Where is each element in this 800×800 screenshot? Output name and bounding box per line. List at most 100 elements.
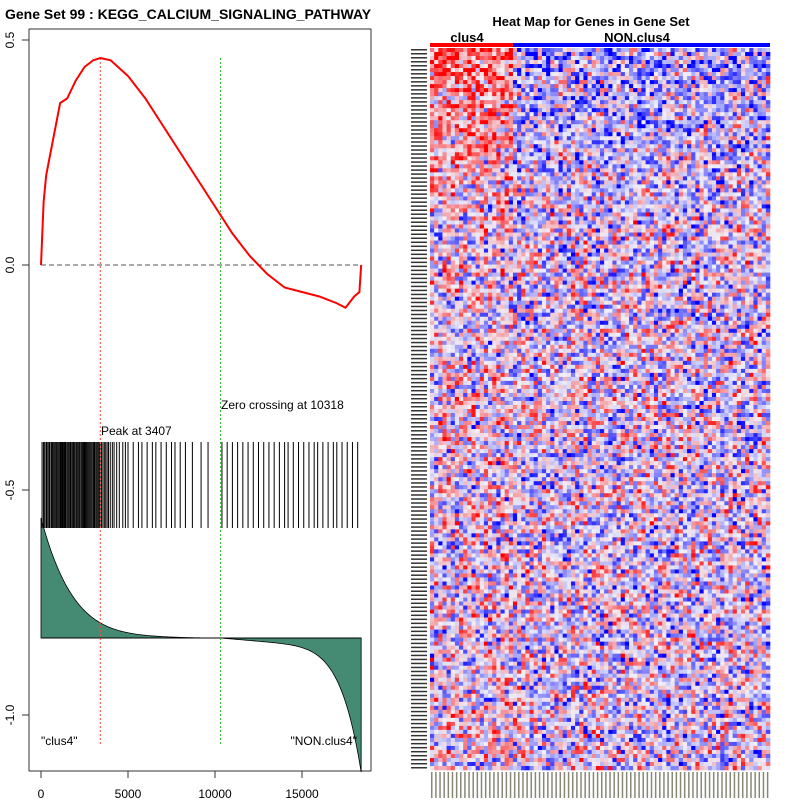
heatmap-cell: [492, 148, 497, 153]
heatmap-cell: [724, 104, 729, 109]
heatmap-cell: [720, 236, 725, 241]
heatmap-cell: [525, 228, 530, 233]
heatmap-cell: [517, 220, 522, 225]
heatmap-cell: [529, 60, 534, 65]
heatmap-cell: [645, 272, 651, 277]
heatmap-cell: [633, 112, 638, 117]
heatmap-cell: [608, 60, 613, 65]
heatmap-cell: [512, 280, 518, 285]
heatmap-cell: [666, 156, 671, 161]
heatmap-cell: [541, 64, 547, 69]
heatmap-cell: [629, 72, 634, 77]
heatmap-cell: [616, 244, 622, 249]
heatmap-cell: [678, 252, 684, 257]
heatmap-cell: [608, 84, 613, 89]
heatmap-cell: [678, 256, 684, 261]
heatmap-cell: [500, 128, 505, 133]
heatmap-cell: [442, 72, 447, 77]
heatmap-cell: [757, 208, 763, 213]
heatmap-cell: [649, 184, 655, 189]
heatmap-cell: [537, 148, 543, 153]
heatmap-cell: [430, 172, 435, 177]
heatmap-cell: [591, 268, 597, 273]
heatmap-cell: [454, 232, 460, 237]
heatmap-cell: [757, 156, 763, 161]
heatmap-cell: [533, 228, 539, 233]
heatmap-cell: [674, 212, 680, 217]
heatmap-cell: [575, 112, 580, 117]
heatmap-cell: [674, 96, 680, 101]
heatmap-cell: [612, 56, 617, 61]
heatmap-cell: [554, 128, 559, 133]
heatmap-cell: [687, 116, 692, 121]
heatmap-cell: [570, 220, 576, 225]
heatmap-cell: [508, 164, 514, 169]
heatmap-cell: [479, 172, 485, 177]
heatmap-cell: [633, 108, 638, 113]
heatmap-cell: [471, 48, 476, 53]
heatmap-cell: [479, 204, 485, 209]
heatmap-cell: [550, 228, 555, 233]
heatmap-cell: [583, 148, 588, 153]
heatmap-cell: [488, 236, 493, 241]
heatmap-cell: [454, 212, 460, 217]
heatmap-cell: [508, 232, 514, 237]
heatmap-cell: [570, 120, 576, 125]
heatmap-cell: [467, 136, 472, 141]
heatmap-cell: [612, 148, 617, 153]
heatmap-cell: [475, 148, 481, 153]
heatmap-cell: [633, 60, 638, 65]
heatmap-cell: [600, 240, 605, 245]
heatmap-cell: [649, 180, 655, 185]
heatmap-cell: [508, 156, 514, 161]
heatmap-cell: [583, 184, 588, 189]
heatmap-cell: [504, 280, 510, 285]
heatmap-cell: [682, 228, 688, 233]
heatmap-cell: [496, 88, 501, 93]
heatmap-cell: [637, 172, 642, 177]
heatmap-cell: [550, 168, 555, 173]
heatmap-cell: [629, 64, 634, 69]
heatmap-cell: [446, 200, 452, 205]
heatmap-cell: [483, 100, 489, 105]
heatmap-cell: [463, 264, 468, 269]
heatmap-cell: [525, 68, 530, 73]
heatmap-cell: [720, 92, 725, 97]
heatmap-cell: [682, 136, 688, 141]
heatmap-cell: [475, 248, 481, 253]
heatmap-cell: [674, 108, 680, 113]
heatmap-cell: [699, 168, 704, 173]
heatmap-cell: [749, 224, 754, 229]
heatmap-cell: [566, 248, 572, 253]
heatmap-cell: [629, 84, 634, 89]
heatmap-cell: [512, 264, 518, 269]
heatmap-cell: [740, 140, 746, 145]
heatmap-cell: [624, 80, 630, 85]
heatmap-cell: [678, 216, 684, 221]
heatmap-cell: [583, 192, 588, 197]
heatmap-cell: [430, 84, 435, 89]
heatmap-cell: [691, 232, 696, 237]
heatmap-cell: [649, 220, 655, 225]
heatmap-cell: [608, 272, 613, 277]
heatmap-cell: [446, 244, 452, 249]
heatmap-cell: [703, 188, 709, 193]
heatmap-cell: [629, 192, 634, 197]
heatmap-cell: [500, 48, 505, 53]
heatmap-cell: [492, 96, 497, 101]
heatmap-cell: [620, 120, 626, 125]
heatmap-cell: [608, 204, 613, 209]
heatmap-cell: [653, 156, 659, 161]
heatmap-cell: [620, 92, 626, 97]
heatmap-cell: [612, 80, 617, 85]
heatmap-cell: [558, 224, 563, 229]
heatmap-cell: [658, 80, 663, 85]
heatmap-cell: [699, 236, 704, 241]
heatmap-cell: [662, 76, 667, 81]
heatmap-cell: [430, 100, 435, 105]
heatmap-cell: [504, 92, 510, 97]
heatmap-cell: [529, 112, 534, 117]
heatmap-cell: [745, 236, 750, 241]
heatmap-cell: [558, 64, 563, 69]
heatmap-cell: [467, 140, 472, 145]
